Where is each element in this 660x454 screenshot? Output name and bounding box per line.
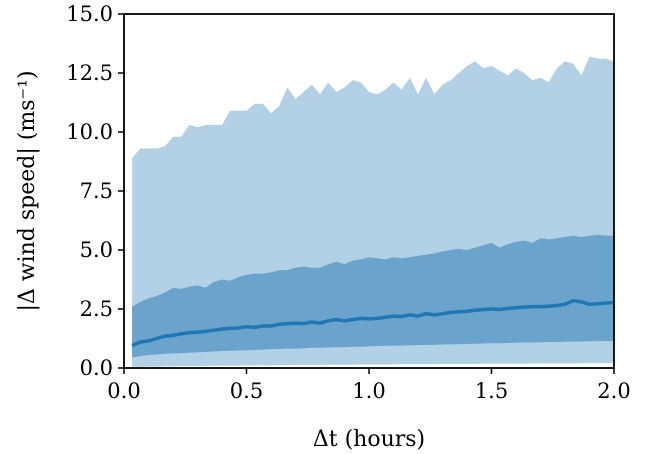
axis-ticks: 0.0 0.5 1.0 1.5 2.0 0.0 2.5 5.0 7.5 10.0 12.5 15.0	[66, 2, 630, 403]
x-tick-label: 1.5	[475, 379, 508, 403]
median-line	[131, 298, 615, 348]
y-tick-label: 5.0	[80, 238, 113, 262]
y-axis-label: |Δ wind speed| (ms⁻¹)	[15, 70, 40, 311]
plot-area	[131, 56, 615, 367]
y-tick-label: 7.5	[80, 179, 113, 203]
y-tick-label: 12.5	[66, 61, 113, 85]
y-tick-label: 10.0	[66, 120, 113, 144]
x-tick-label: 1.0	[352, 379, 385, 403]
x-tick-label: 0.0	[107, 379, 140, 403]
x-tick-label: 0.5	[230, 379, 263, 403]
x-tick-label: 2.0	[597, 379, 630, 403]
y-tick-label: 2.5	[80, 297, 113, 321]
y-tick-label: 15.0	[66, 2, 113, 26]
x-axis-label: Δt (hours)	[313, 427, 425, 452]
y-tick-label: 0.0	[80, 356, 113, 380]
